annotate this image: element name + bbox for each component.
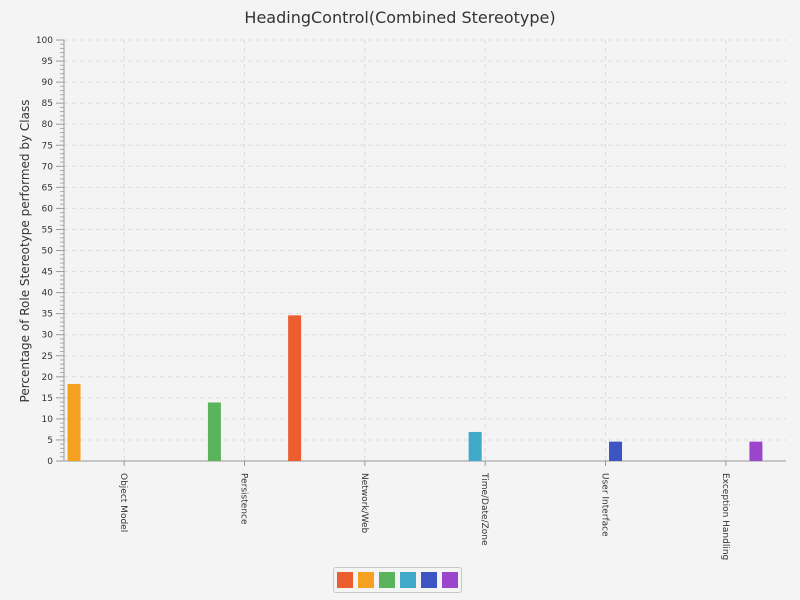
bar — [207, 402, 221, 461]
y-tick-label: 35 — [42, 310, 53, 320]
bar — [468, 431, 482, 461]
y-tick-label: 90 — [42, 78, 54, 88]
x-tick-label: Persistence — [239, 473, 249, 525]
bar — [288, 315, 302, 461]
y-axis-label: Percentage of Role Stereotype performed … — [18, 100, 32, 403]
legend-swatch — [421, 572, 437, 588]
y-tick-label: 10 — [42, 415, 54, 425]
chart-title: HeadingControl(Combined Stereotype) — [244, 8, 555, 27]
legend-swatch — [400, 572, 416, 588]
y-tick-label: 0 — [47, 457, 53, 467]
bar — [609, 441, 623, 461]
x-tick-label: Exception Handling — [720, 473, 730, 560]
y-tick-label: 80 — [42, 120, 54, 130]
y-tick-label: 20 — [42, 373, 54, 383]
y-tick-label: 100 — [36, 36, 53, 46]
bars — [67, 315, 763, 461]
legend — [333, 567, 462, 593]
y-tick-label: 65 — [42, 183, 53, 193]
y-tick-label: 60 — [42, 204, 54, 214]
y-tick-label: 55 — [42, 225, 53, 235]
x-tick-label: User Interface — [600, 473, 610, 537]
y-tick-label: 75 — [42, 141, 53, 151]
legend-swatch — [442, 572, 458, 588]
grid — [64, 39, 786, 461]
x-tick-label: Object Model — [118, 473, 128, 532]
axes — [56, 39, 786, 466]
y-tick-label: 30 — [42, 331, 54, 341]
bar — [749, 441, 763, 461]
y-tick-label: 85 — [42, 99, 53, 109]
y-tick-label: 95 — [42, 57, 53, 67]
y-tick-label: 70 — [42, 162, 54, 172]
y-tick-label: 5 — [47, 436, 53, 446]
legend-swatch — [358, 572, 374, 588]
bar — [67, 383, 81, 461]
x-tick-label: Time/Date/Zone — [479, 472, 489, 546]
tick-labels: 0 5 10 15 20 25 30 35 40 45 50 55 60 65 70 75 80 85 90 95 10… — [36, 36, 730, 560]
y-tick-label: 25 — [42, 352, 53, 362]
legend-swatch — [337, 572, 353, 588]
legend-swatch — [379, 572, 395, 588]
y-tick-label: 15 — [42, 394, 53, 404]
y-tick-label: 50 — [42, 247, 54, 257]
x-tick-label: Network/Web — [359, 473, 369, 534]
y-tick-label: 45 — [42, 268, 53, 278]
y-tick-label: 40 — [42, 289, 54, 299]
